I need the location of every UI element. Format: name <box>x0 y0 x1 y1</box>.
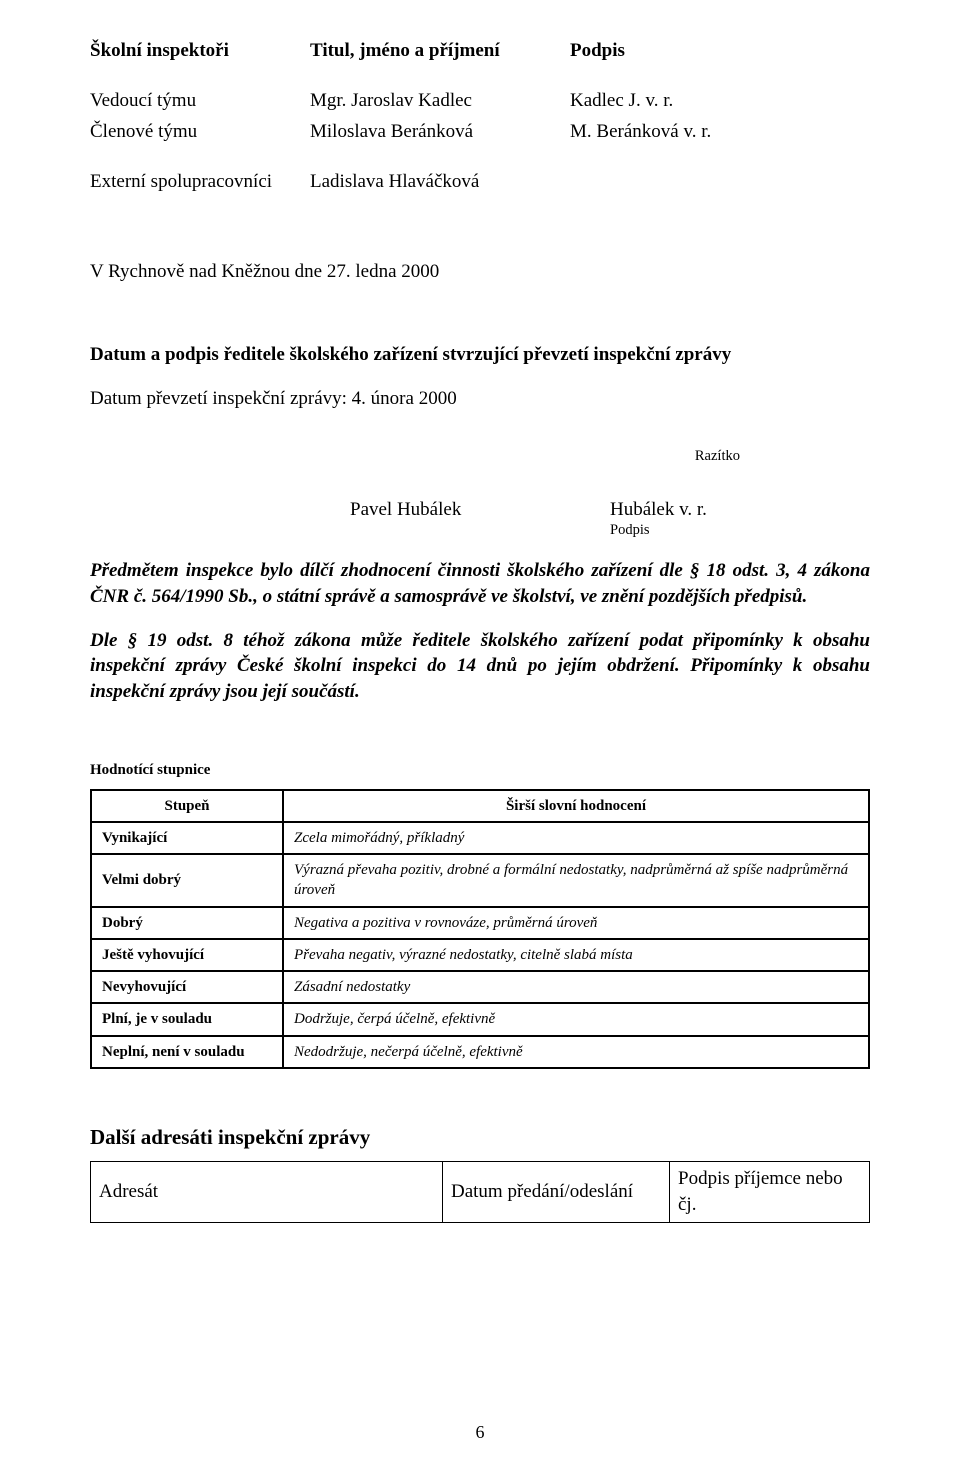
signature-sublabel: Podpis <box>90 521 870 541</box>
role: Vedoucí týmu <box>90 88 310 114</box>
place-date: V Rychnově nad Kněžnou dne 27. ledna 200… <box>90 259 870 285</box>
role: Členové týmu <box>90 119 310 145</box>
table-row: Ještě vyhovující Převaha negativ, výrazn… <box>91 939 869 971</box>
scale-desc: Negativa a pozitiva v rovnováze, průměrn… <box>283 907 869 939</box>
external-name: Ladislava Hlaváčková <box>310 169 570 195</box>
scale-col-b: Širší slovní hodnocení <box>283 790 869 822</box>
paragraph-2: Dle § 19 odst. 8 téhož zákona může ředit… <box>90 628 870 705</box>
table-row: Vynikající Zcela mimořádný, příkladný <box>91 822 869 854</box>
director-name: Pavel Hubálek <box>350 497 610 523</box>
addr-col-c: Podpis příjemce nebo čj. <box>670 1162 870 1222</box>
scale-level: Ještě vyhovující <box>91 939 283 971</box>
spacer <box>90 411 870 447</box>
addr-col-b: Datum předání/odeslání <box>443 1162 670 1222</box>
inspector-row: Členové týmu Miloslava Beránková M. Berá… <box>90 119 870 145</box>
external-blank <box>570 169 870 195</box>
signature: Kadlec J. v. r. <box>570 88 870 114</box>
scale-level: Neplní, není v souladu <box>91 1036 283 1068</box>
external-row: Externí spolupracovníci Ladislava Hlaváč… <box>90 169 870 195</box>
name: Miloslava Beránková <box>310 119 570 145</box>
spacer <box>90 368 870 386</box>
scale-title: Hodnotící stupnice <box>90 760 870 780</box>
external-label: Externí spolupracovníci <box>90 169 310 195</box>
scale-desc: Nedodržuje, nečerpá účelně, efektivně <box>283 1036 869 1068</box>
table-row: Plní, je v souladu Dodržuje, čerpá účeln… <box>91 1003 869 1035</box>
scale-desc: Výrazná převaha pozitiv, drobné a formál… <box>283 854 869 907</box>
inspectors-header: Školní inspektoři Titul, jméno a příjmen… <box>90 38 870 64</box>
page-number: 6 <box>0 1420 960 1444</box>
table-row: Velmi dobrý Výrazná převaha pozitiv, dro… <box>91 854 869 907</box>
page: Školní inspektoři Titul, jméno a příjmen… <box>0 0 960 1472</box>
addressees-heading: Další adresáti inspekční zprávy <box>90 1123 870 1151</box>
stamp-label: Razítko <box>90 447 870 467</box>
director-signature-row: Pavel Hubálek Hubálek v. r. <box>90 497 870 523</box>
scale-level: Vynikající <box>91 822 283 854</box>
scale-level: Dobrý <box>91 907 283 939</box>
table-row: Nevyhovující Zásadní nedostatky <box>91 971 869 1003</box>
signature: M. Beránková v. r. <box>570 119 870 145</box>
table-row: Adresát Datum předání/odeslání Podpis př… <box>91 1162 870 1222</box>
sign-spacer <box>90 497 350 523</box>
inspector-row: Vedoucí týmu Mgr. Jaroslav Kadlec Kadlec… <box>90 88 870 114</box>
scale-desc: Zcela mimořádný, příkladný <box>283 822 869 854</box>
table-row: Dobrý Negativa a pozitiva v rovnováze, p… <box>91 907 869 939</box>
scale-level: Plní, je v souladu <box>91 1003 283 1035</box>
col2-header: Titul, jméno a příjmení <box>310 38 570 64</box>
director-signature: Hubálek v. r. <box>610 497 707 523</box>
table-header-row: Stupeň Širší slovní hodnocení <box>91 790 869 822</box>
scale-level: Velmi dobrý <box>91 854 283 907</box>
scale-col-a: Stupeň <box>91 790 283 822</box>
spacer <box>90 284 870 342</box>
addr-col-a: Adresát <box>91 1162 443 1222</box>
spacer <box>90 151 870 169</box>
name: Mgr. Jaroslav Kadlec <box>310 88 570 114</box>
addressees-table: Adresát Datum předání/odeslání Podpis př… <box>90 1161 870 1222</box>
spacer <box>90 201 870 259</box>
rating-scale-table: Stupeň Širší slovní hodnocení Vynikající… <box>90 789 870 1069</box>
table-row: Neplní, není v souladu Nedodržuje, nečer… <box>91 1036 869 1068</box>
scale-level: Nevyhovující <box>91 971 283 1003</box>
col3-header: Podpis <box>570 38 870 64</box>
scale-desc: Převaha negativ, výrazné nedostatky, cit… <box>283 939 869 971</box>
spacer <box>90 70 870 88</box>
confirm-heading: Datum a podpis ředitele školského zaříze… <box>90 342 870 368</box>
scale-desc: Zásadní nedostatky <box>283 971 869 1003</box>
col1-header: Školní inspektoři <box>90 38 310 64</box>
confirm-date: Datum převzetí inspekční zprávy: 4. únor… <box>90 386 870 412</box>
paragraph-1: Předmětem inspekce bylo dílčí zhodnocení… <box>90 558 870 609</box>
scale-desc: Dodržuje, čerpá účelně, efektivně <box>283 1003 869 1035</box>
